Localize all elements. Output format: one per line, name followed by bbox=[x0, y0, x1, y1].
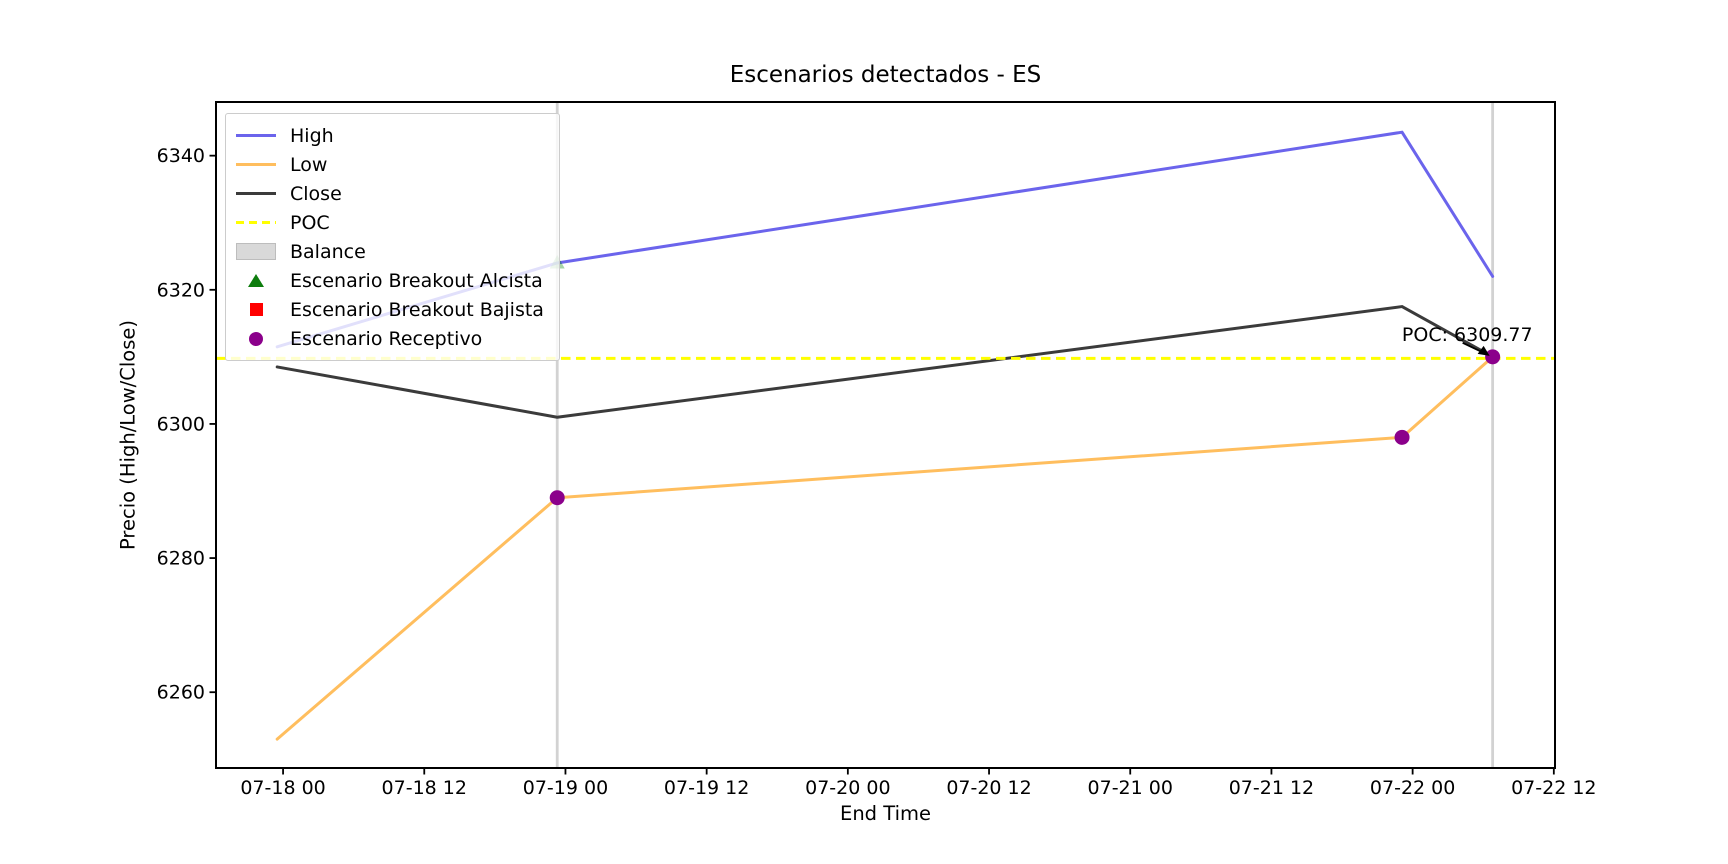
plot-border bbox=[215, 101, 1556, 769]
legend: High Low Close POC Balance Escenario Breakout… bbox=[225, 113, 560, 361]
y-tick-label: 6280 bbox=[157, 548, 205, 570]
y-tick-label: 6340 bbox=[157, 145, 205, 167]
legend-item-escenario-receptivo: Escenario Receptivo bbox=[236, 324, 549, 353]
legend-item-low: Low bbox=[236, 150, 549, 179]
legend-line-sample bbox=[236, 192, 276, 195]
balance-zone bbox=[555, 102, 559, 768]
legend-triangle-icon bbox=[236, 274, 276, 287]
y-tick-label: 6300 bbox=[157, 413, 205, 435]
x-axis-label: End Time bbox=[840, 802, 931, 825]
x-tick-label: 07-20 00 bbox=[805, 777, 890, 799]
x-tick-label: 07-21 12 bbox=[1229, 777, 1314, 799]
legend-label: Low bbox=[290, 153, 328, 176]
x-tick-label: 07-19 00 bbox=[523, 777, 608, 799]
legend-label: Escenario Breakout Bajista bbox=[290, 298, 544, 321]
legend-item-balance: Balance bbox=[236, 237, 549, 266]
legend-item-close: Close bbox=[236, 179, 549, 208]
chart-title: Escenarios detectados - ES bbox=[729, 62, 1042, 88]
y-tick-label: 6260 bbox=[157, 682, 205, 704]
legend-label: Close bbox=[290, 182, 342, 205]
x-tick-label: 07-21 00 bbox=[1088, 777, 1173, 799]
marker-receptivo bbox=[549, 490, 565, 506]
x-tick-label: 07-20 12 bbox=[946, 777, 1031, 799]
line-low bbox=[275, 355, 1495, 741]
legend-item-poc: POC bbox=[236, 208, 549, 237]
legend-patch-icon bbox=[236, 243, 276, 260]
y-tick-label: 6320 bbox=[157, 279, 205, 301]
x-tick-label: 07-18 12 bbox=[382, 777, 467, 799]
marker-receptivo bbox=[1394, 429, 1410, 445]
legend-label: High bbox=[290, 124, 334, 147]
x-tick-label: 07-22 12 bbox=[1511, 777, 1596, 799]
line-close bbox=[275, 305, 1495, 419]
legend-line-sample bbox=[236, 221, 276, 224]
legend-label: POC bbox=[290, 211, 330, 234]
balance-zone bbox=[1491, 102, 1495, 768]
legend-label: Balance bbox=[290, 240, 366, 263]
x-tick-label: 07-19 12 bbox=[664, 777, 749, 799]
marker-receptivo bbox=[1485, 349, 1501, 365]
legend-item-escenario-breakout-alcista: Escenario Breakout Alcista bbox=[236, 266, 549, 295]
x-tick-label: 07-22 00 bbox=[1370, 777, 1455, 799]
legend-item-escenario-breakout-bajista: Escenario Breakout Bajista bbox=[236, 295, 549, 324]
legend-item-high: High bbox=[236, 121, 549, 150]
poc-annotation-text: POC: 6309.77 bbox=[1402, 324, 1533, 346]
x-tick-label: 07-18 00 bbox=[240, 777, 325, 799]
legend-line-sample bbox=[236, 163, 276, 166]
poc-annotation-arrowhead bbox=[1477, 345, 1490, 356]
legend-label: Escenario Breakout Alcista bbox=[290, 269, 543, 292]
legend-line-sample bbox=[236, 134, 276, 137]
legend-label: Escenario Receptivo bbox=[290, 327, 483, 350]
legend-square-icon bbox=[236, 303, 276, 316]
legend-circle-icon bbox=[236, 331, 276, 346]
